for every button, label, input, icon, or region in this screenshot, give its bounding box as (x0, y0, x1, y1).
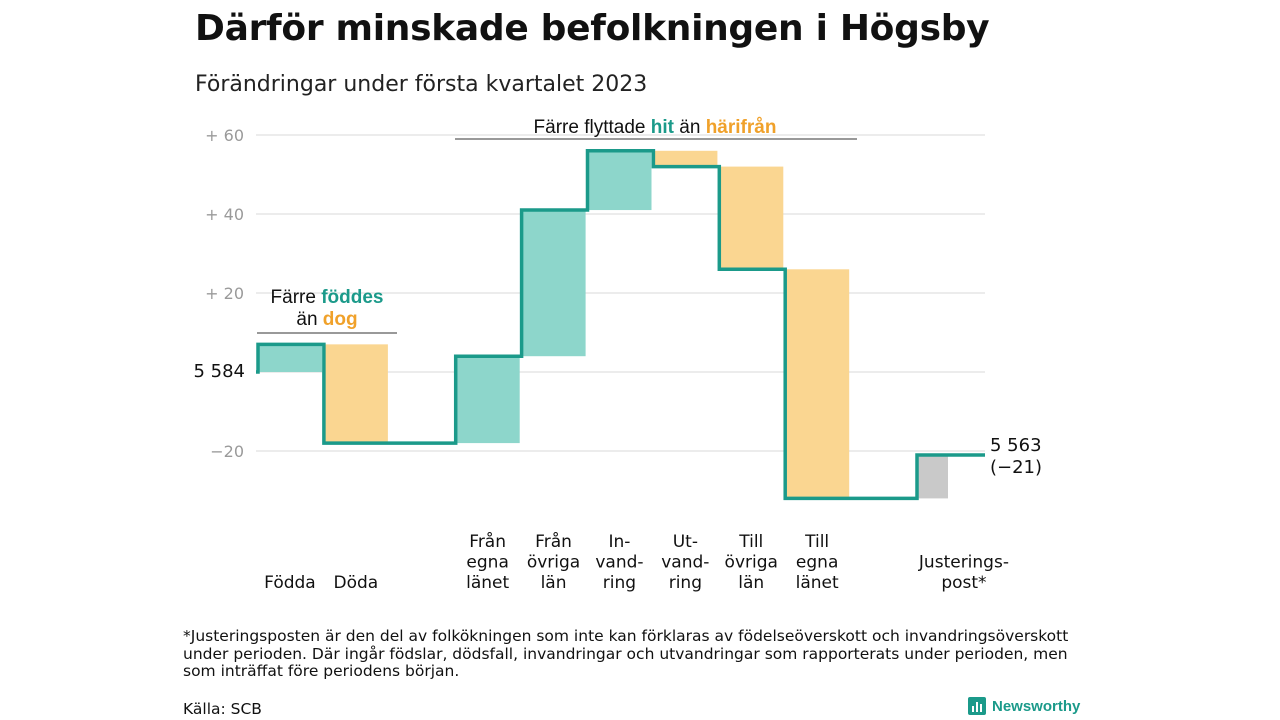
category-label: vand- (595, 553, 643, 573)
newsworthy-logo-icon (968, 697, 986, 715)
category-label: Ut- (673, 532, 698, 552)
y-tick-label: −20 (210, 442, 244, 461)
bar-in (258, 344, 322, 372)
brand-name: Newsworthy (992, 697, 1081, 715)
end-change-label: (−21) (990, 457, 1042, 478)
chart-subtitle: Förändringar under första kvartalet 2023 (195, 72, 648, 97)
annotation-births: än dog (296, 309, 357, 330)
annotation-segment: än (296, 309, 322, 330)
y-tick-label: + 20 (205, 284, 244, 303)
category-label: egna (796, 553, 838, 573)
category-label: Från (469, 531, 506, 552)
bar-adj (918, 454, 948, 499)
waterfall-step-line (256, 149, 985, 501)
annotation-segment: hit (651, 117, 675, 138)
category-label: post* (941, 573, 986, 593)
annotation-segment: Färre flyttade (534, 117, 651, 138)
category-label: övriga (725, 553, 778, 573)
category-label: Till (804, 532, 829, 552)
category-label: ring (603, 573, 636, 593)
bar-in (455, 356, 520, 444)
category-label: Döda (333, 573, 378, 593)
bar-out (785, 269, 850, 499)
category-label: Justerings- (918, 553, 1009, 573)
annotation-segment: föddes (321, 287, 383, 308)
bar-out (719, 166, 784, 270)
bar-in (521, 210, 586, 357)
category-label: Till (738, 532, 763, 552)
category-label: egna (466, 553, 508, 573)
bar-out (323, 344, 388, 444)
annotation-segment: härifrån (706, 117, 777, 138)
annotation-moves: Färre flyttade hit än härifrån (534, 117, 777, 138)
category-label: övriga (527, 553, 580, 573)
source-label: Källa: SCB (183, 700, 262, 718)
footnote: *Justeringsposten är den del av folkökni… (183, 627, 1069, 680)
annotation-segment: dog (323, 309, 358, 330)
category-label: länet (466, 573, 509, 593)
category-label: Födda (264, 573, 316, 593)
brand-logo: Newsworthy (968, 697, 1080, 715)
end-value-label: 5 563 (990, 435, 1042, 456)
annotation-segment: Färre (271, 287, 322, 308)
category-label: länet (796, 573, 839, 593)
annotation-births: Färre föddes (271, 287, 384, 308)
category-label: ring (669, 573, 702, 593)
category-label: vand- (661, 553, 709, 573)
start-value-label: 5 584 (193, 361, 245, 382)
category-label: län (738, 573, 764, 593)
annotation-segment: än (674, 117, 706, 138)
category-label: In- (608, 532, 630, 552)
category-label: län (541, 573, 567, 593)
category-label: Från (535, 531, 572, 552)
bar-out (653, 150, 718, 167)
y-tick-label: + 60 (205, 126, 244, 145)
bar-in (587, 150, 652, 211)
y-tick-label: + 40 (205, 205, 244, 224)
chart-title: Därför minskade befolkningen i Högsby (195, 8, 990, 49)
